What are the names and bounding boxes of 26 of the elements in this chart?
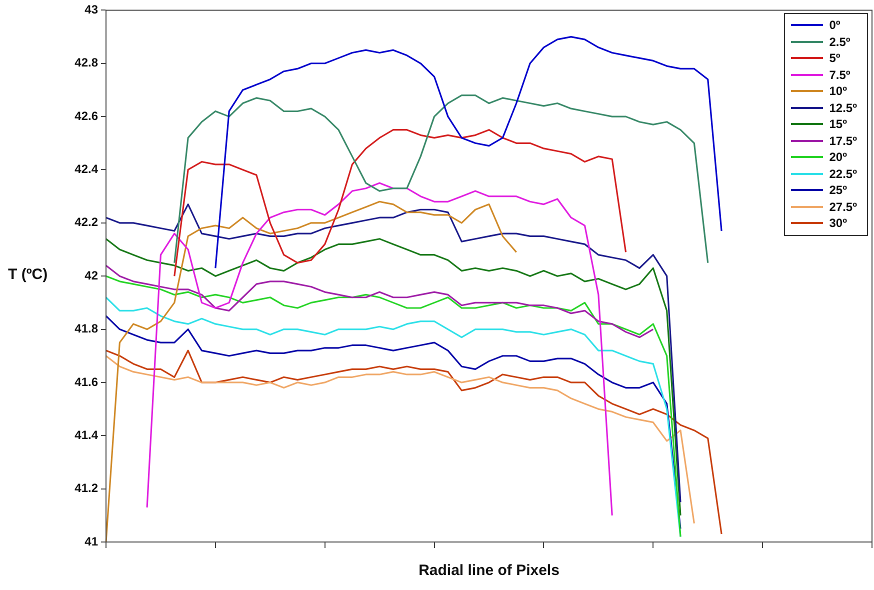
- legend-label: 17.5º: [829, 134, 857, 148]
- y-tick-label: 42.2: [74, 215, 98, 230]
- x-axis-title: Radial line of Pixels: [418, 562, 560, 580]
- legend-label: 7.5º: [829, 68, 850, 82]
- legend-label: 27.5º: [829, 200, 857, 214]
- y-tick-label: 42: [84, 268, 98, 282]
- legend-label: 2.5º: [829, 34, 850, 49]
- legend-label: 22.5º: [829, 166, 857, 181]
- y-tick-label: 41.8: [74, 322, 98, 336]
- y-tick-label: 42.8: [74, 56, 98, 70]
- legend-label: 12.5º: [829, 100, 857, 115]
- legend-label: 10º: [829, 84, 847, 98]
- legend-label: 5º: [829, 51, 840, 66]
- y-tick-label: 42.4: [74, 162, 98, 176]
- legend-label: 15º: [829, 117, 847, 132]
- legend-label: 30º: [829, 216, 847, 230]
- y-tick-label: 41.4: [74, 428, 98, 442]
- y-tick-label: 41: [84, 534, 98, 548]
- legend-label: 0º: [829, 18, 840, 32]
- y-tick-label: 41.2: [74, 481, 98, 496]
- legend-label: 25º: [829, 183, 847, 198]
- legend-label: 20º: [829, 150, 847, 164]
- y-tick-label: 41.6: [74, 374, 98, 389]
- y-axis-title: T (ºC): [8, 266, 48, 284]
- y-tick-label: 43: [84, 2, 98, 17]
- y-tick-label: 42.6: [74, 108, 98, 123]
